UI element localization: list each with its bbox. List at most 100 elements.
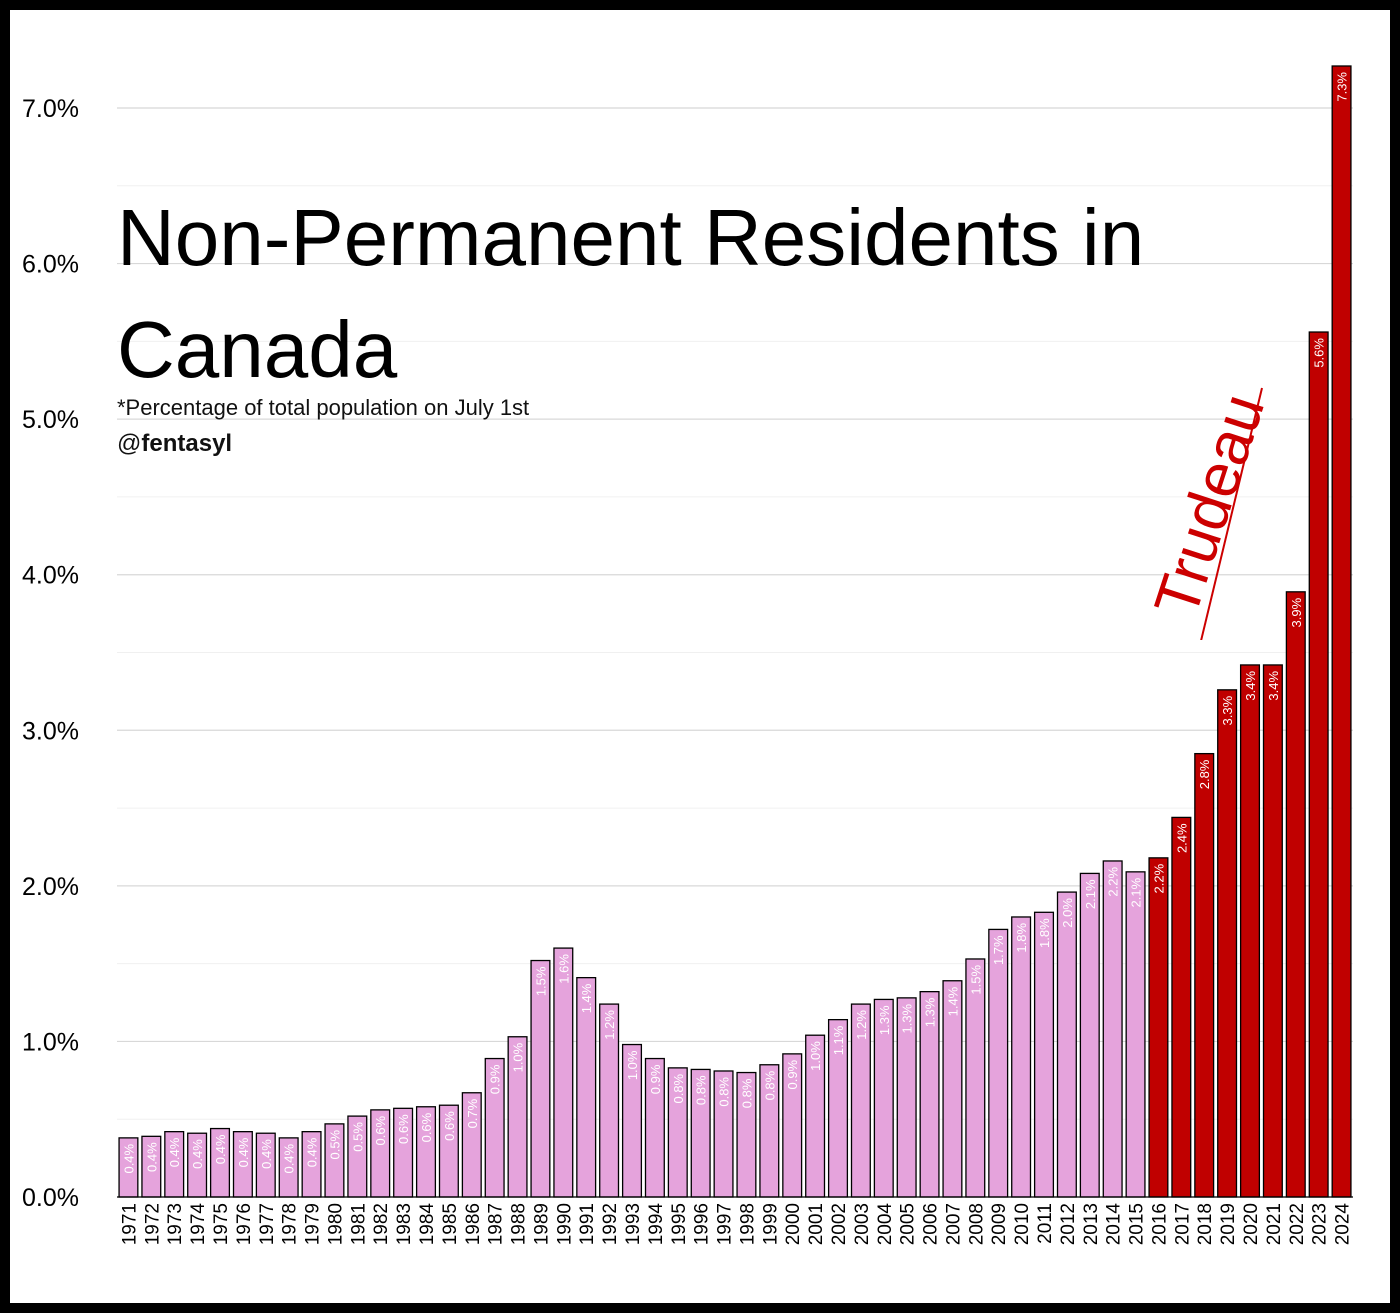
trudeau-annotation: Trudeau	[1130, 380, 1280, 640]
x-tick-label: 2018	[1195, 1203, 1216, 1245]
data-label-2015: 2.1%	[1129, 877, 1144, 907]
data-label-1977: 0.4%	[259, 1139, 274, 1169]
x-tick-label: 2017	[1172, 1203, 1193, 1245]
x-tick-label: 2015	[1127, 1203, 1148, 1245]
data-label-2002: 1.1%	[831, 1025, 846, 1055]
x-tick-label: 2006	[921, 1203, 942, 1245]
y-tick-label: 5.0%	[22, 406, 79, 434]
data-label-1999: 0.8%	[762, 1070, 777, 1100]
data-label-2001: 1.0%	[808, 1041, 823, 1071]
data-label-1978: 0.4%	[282, 1143, 297, 1173]
x-tick-label: 2011	[1035, 1203, 1056, 1244]
x-tick-label: 1993	[623, 1203, 644, 1245]
x-tick-label: 1974	[188, 1203, 209, 1246]
data-label-1991: 1.4%	[579, 983, 594, 1013]
data-label-1987: 0.9%	[488, 1064, 503, 1094]
data-label-1976: 0.4%	[236, 1137, 251, 1167]
data-label-2018: 2.8%	[1197, 759, 1212, 789]
bar-2021	[1262, 664, 1283, 1198]
bar-2019	[1217, 689, 1238, 1198]
data-label-1980: 0.5%	[327, 1129, 342, 1159]
x-tick-label: 1984	[417, 1203, 438, 1246]
y-axis: 0.0% 1.0% 2.0% 3.0% 4.0% 5.0% 6.0% 7.0%	[22, 95, 79, 1212]
x-tick-label: 2022	[1287, 1203, 1308, 1245]
x-tick-label: 1978	[280, 1203, 301, 1245]
bar-2020	[1239, 664, 1261, 1198]
x-tick-label: 2019	[1218, 1203, 1239, 1245]
x-tick-label: 1998	[737, 1203, 758, 1245]
x-tick-label: 1972	[142, 1203, 163, 1245]
chart-title: Non-Permanent Residents in Canada	[117, 193, 1145, 394]
chart-subtitle: *Percentage of total population on July …	[117, 395, 530, 420]
data-label-1986: 0.7%	[465, 1098, 480, 1128]
credit-prefix: @	[117, 430, 142, 457]
bar-2018	[1194, 752, 1215, 1198]
x-tick-label: 2005	[898, 1203, 919, 1245]
x-tick-label: 1989	[531, 1203, 552, 1245]
data-label-1994: 0.9%	[648, 1064, 663, 1094]
x-tick-label: 2008	[966, 1203, 987, 1245]
x-tick-label: 2001	[806, 1203, 827, 1245]
data-label-2000: 0.9%	[785, 1059, 800, 1089]
credit-name: fentasyl	[141, 430, 233, 457]
x-tick-label: 2003	[852, 1203, 873, 1245]
data-label-1992: 1.2%	[602, 1010, 617, 1040]
data-label-2019: 3.3%	[1220, 695, 1235, 725]
x-tick-label: 2002	[829, 1203, 850, 1245]
x-tick-label: 1977	[257, 1203, 278, 1245]
data-label-2005: 1.3%	[900, 1003, 915, 1033]
x-tick-label: 1971	[119, 1203, 140, 1245]
data-label-1995: 0.8%	[671, 1073, 686, 1103]
data-label-2023: 5.6%	[1312, 338, 1327, 368]
data-label-1984: 0.6%	[419, 1112, 434, 1142]
x-tick-label: 1986	[463, 1203, 484, 1245]
data-label-1989: 1.5%	[533, 966, 548, 996]
bar-2022	[1285, 591, 1306, 1198]
data-label-2013: 2.1%	[1083, 879, 1098, 909]
bar-2023	[1308, 331, 1329, 1198]
bar-2014	[1102, 860, 1123, 1198]
x-tick-label: 1995	[669, 1203, 690, 1245]
x-tick-label: 1983	[394, 1203, 415, 1245]
bar-1990	[553, 947, 574, 1198]
y-tick-label: 3.0%	[22, 717, 79, 745]
x-tick-label: 2023	[1310, 1203, 1331, 1245]
x-tick-label: 1999	[760, 1203, 781, 1245]
data-label-1993: 1.0%	[625, 1050, 640, 1080]
data-label-2022: 3.9%	[1289, 597, 1304, 627]
x-tick-label: 2009	[989, 1203, 1010, 1245]
x-tick-label: 1973	[165, 1203, 186, 1245]
data-label-1985: 0.6%	[442, 1111, 457, 1141]
data-label-2014: 2.2%	[1106, 867, 1121, 897]
data-label-2024: 7.3%	[1335, 72, 1350, 102]
data-label-2021: 3.4%	[1266, 671, 1281, 701]
x-tick-label: 1985	[440, 1203, 461, 1245]
data-label-1981: 0.5%	[350, 1122, 365, 1152]
data-label-1983: 0.6%	[396, 1114, 411, 1144]
x-tick-label: 2013	[1081, 1203, 1102, 1245]
x-tick-label: 2007	[943, 1203, 964, 1245]
data-label-1973: 0.4%	[167, 1137, 182, 1167]
data-label-2004: 1.3%	[877, 1005, 892, 1035]
x-tick-label: 2000	[783, 1203, 804, 1245]
data-label-2012: 2.0%	[1060, 898, 1075, 928]
grid-lines	[117, 107, 1353, 1198]
x-tick-label: 2014	[1104, 1203, 1125, 1246]
data-label-1988: 1.0%	[511, 1042, 526, 1072]
y-tick-label: 2.0%	[22, 873, 79, 901]
x-tick-label: 1992	[600, 1203, 621, 1245]
bar-2010	[1011, 916, 1032, 1198]
data-label-1990: 1.6%	[556, 954, 571, 984]
data-label-1998: 0.8%	[739, 1078, 754, 1108]
data-label-2010: 1.8%	[1014, 923, 1029, 953]
x-tick-label: 1976	[234, 1203, 255, 1245]
data-label-2006: 1.3%	[923, 997, 938, 1027]
data-label-2003: 1.2%	[854, 1010, 869, 1040]
data-label-2017: 2.4%	[1174, 823, 1189, 853]
data-label-2011: 1.8%	[1037, 918, 1052, 948]
x-tick-label: 1996	[692, 1203, 713, 1245]
bars: 0.4% 0.4% 0.4% 0.4% 0.4% 0.4% 0.4% 0.4% 0.4% 0.5%…	[118, 65, 1352, 1198]
data-label-2020: 3.4%	[1243, 671, 1258, 701]
x-tick-label: 1997	[715, 1203, 736, 1245]
